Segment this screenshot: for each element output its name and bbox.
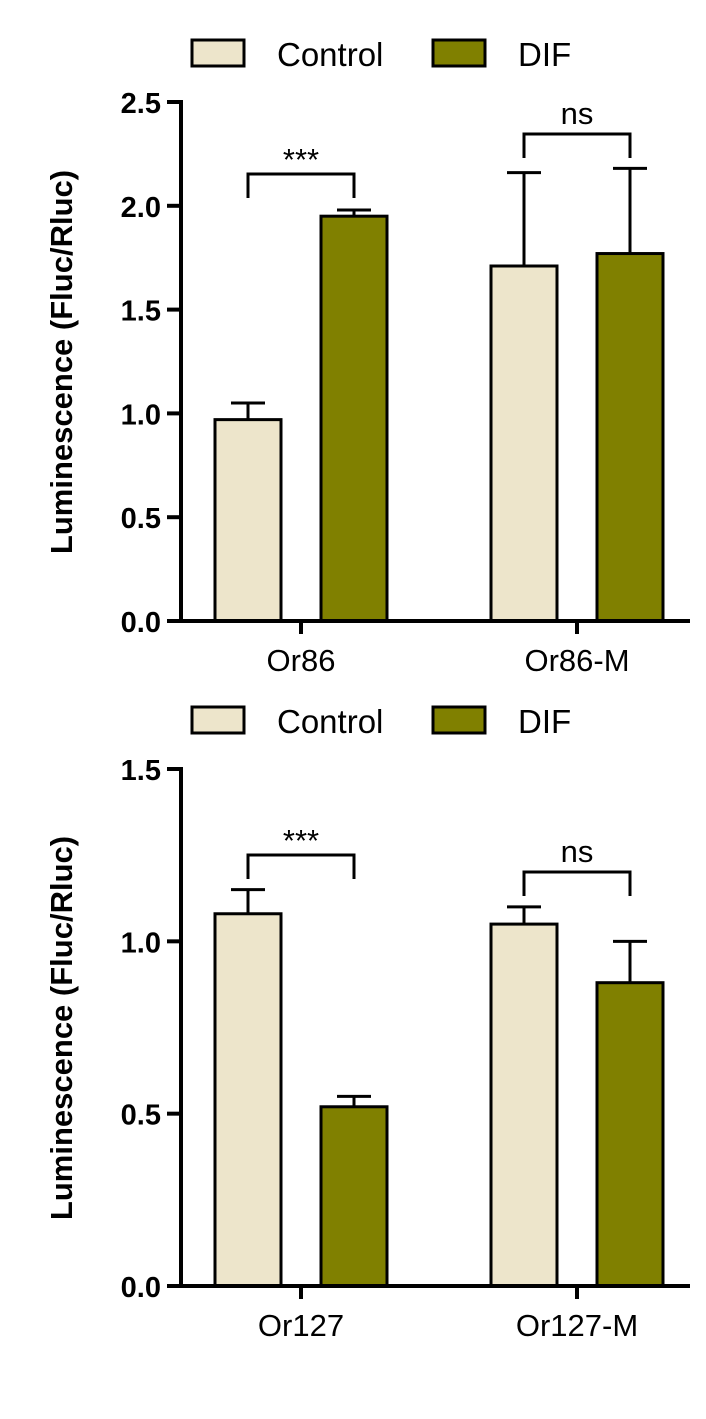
- y-tick-label: 0.5: [121, 503, 161, 535]
- y-tick-label: 2.0: [121, 192, 161, 224]
- bar-control-or127-m: [489, 922, 559, 1288]
- y-tick-label: 1.5: [121, 296, 161, 328]
- legend-label-control: Control: [277, 703, 383, 740]
- significance-label: ***: [283, 823, 319, 858]
- y-axis-label: Luminescence (Fluc/Rluc): [44, 170, 79, 554]
- chart-marks: *** ns: [213, 96, 665, 623]
- significance-bracket: [246, 172, 356, 198]
- legend-swatch-control: [190, 38, 246, 68]
- x-tick-label: Or127: [258, 1308, 344, 1343]
- legend: Control DIF: [190, 36, 571, 73]
- bar-dif-or86-m: [595, 252, 665, 623]
- significance-label: ns: [561, 96, 594, 131]
- significance-bracket: [522, 870, 632, 896]
- bar-dif-or127-m: [595, 981, 665, 1288]
- bar-control-or86-m: [489, 264, 559, 623]
- chart-bottom: Control DIF Luminescence (Fluc/Rluc) ***…: [44, 703, 690, 1343]
- legend-label-control: Control: [277, 36, 383, 73]
- y-tick-label: 1.5: [121, 755, 161, 787]
- x-tick-label: Or86-M: [524, 643, 629, 678]
- legend-label-dif: DIF: [518, 36, 571, 73]
- significance-label: ***: [283, 142, 319, 177]
- legend-swatch-dif: [431, 38, 487, 68]
- bar-control-or127: [213, 912, 283, 1288]
- significance-bracket: [522, 132, 632, 158]
- significance-bracket: [246, 853, 356, 879]
- y-tick-label: 1.0: [121, 399, 161, 431]
- y-tick-label: 2.5: [121, 88, 161, 120]
- bar-dif-or127: [319, 1105, 389, 1288]
- significance-label: ns: [561, 834, 594, 869]
- legend-swatch-control: [190, 705, 246, 735]
- y-tick-label: 1.0: [121, 927, 161, 959]
- y-axis-label: Luminescence (Fluc/Rluc): [44, 836, 79, 1220]
- x-tick-label: Or127-M: [516, 1308, 638, 1343]
- bar-dif-or86: [319, 214, 389, 623]
- chart-top: Control DIF Luminescence (Fluc/Rluc) ***…: [44, 36, 690, 678]
- legend: Control DIF: [190, 703, 571, 740]
- y-tick-label: 0.0: [121, 1272, 161, 1304]
- bar-control-or86: [213, 418, 283, 623]
- legend-swatch-dif: [431, 705, 487, 735]
- y-tick-label: 0.0: [121, 607, 161, 639]
- y-tick-label: 0.5: [121, 1100, 161, 1132]
- chart-axes: Or86 Or86-M 0.0 0.5 1.0 1.5 2.0 2.5: [121, 88, 690, 678]
- legend-label-dif: DIF: [518, 703, 571, 740]
- chart-axes: Or127 Or127-M 0.0 0.5 1.0 1.5: [121, 755, 690, 1343]
- x-tick-label: Or86: [267, 643, 336, 678]
- chart-marks: *** ns: [213, 823, 665, 1288]
